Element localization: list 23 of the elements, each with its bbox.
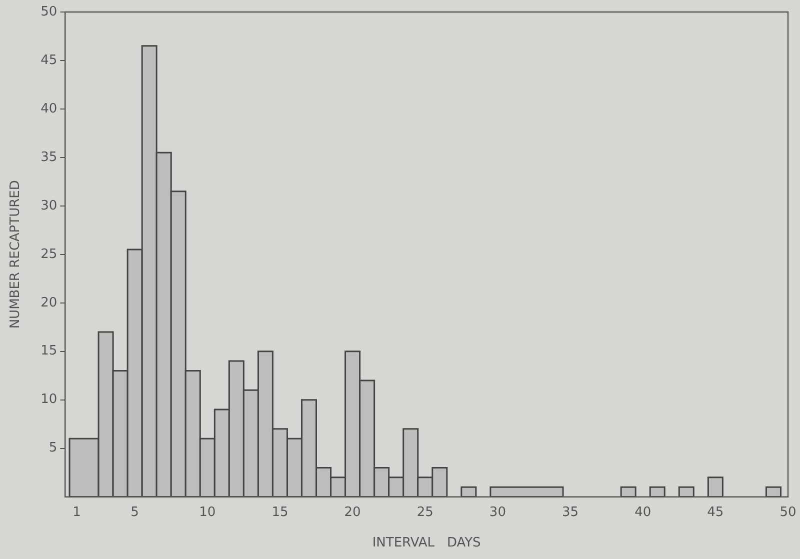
x-tick-label: 25 <box>416 504 434 520</box>
x-tick-label: 30 <box>489 504 506 520</box>
y-tick-label: 10 <box>40 392 58 408</box>
x-tick-label: 1 <box>72 504 81 520</box>
x-tick-label: 45 <box>707 504 724 520</box>
x-axis-title: INTERVAL DAYS <box>372 536 481 551</box>
y-tick-label: 5 <box>48 440 58 456</box>
y-tick-label: 30 <box>40 198 58 214</box>
y-tick-label: 35 <box>40 150 58 165</box>
x-tick-label: 15 <box>272 504 288 520</box>
x-tick-label: 10 <box>199 504 216 520</box>
y-tick-label: 25 <box>40 246 58 262</box>
x-tick-label: 5 <box>130 504 139 520</box>
x-tick-label: 40 <box>634 504 652 520</box>
y-tick-label: 20 <box>40 295 58 310</box>
y-tick-label: 45 <box>40 52 58 68</box>
x-tick-label: 35 <box>562 504 579 520</box>
y-tick-label: 50 <box>40 4 58 20</box>
x-tick-label: 20 <box>344 504 361 520</box>
y-tick-label: 15 <box>40 344 58 359</box>
x-tick-label: 50 <box>780 504 796 520</box>
y-tick-label: 40 <box>40 101 58 116</box>
y-axis-title: NUMBER RECAPTURED <box>8 180 24 329</box>
